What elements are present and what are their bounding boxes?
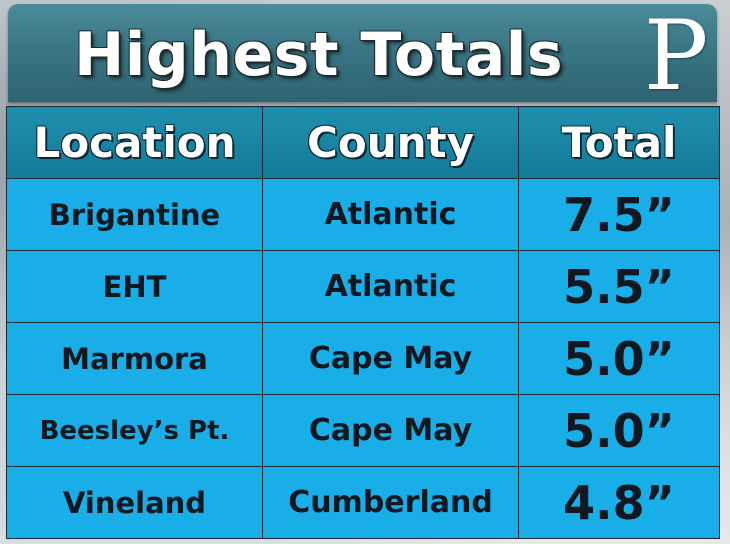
total-cell: 7.5” [518, 178, 720, 251]
column-header-location: Location [6, 106, 263, 179]
county-cell: Atlantic [262, 250, 519, 323]
county-cell: Cumberland [262, 466, 519, 539]
header-row: Location County Total [6, 106, 720, 179]
county-cell: Atlantic [262, 178, 519, 251]
location-cell: Marmora [6, 322, 263, 395]
table-row: Brigantine Atlantic 7.5” [6, 178, 720, 251]
location-cell: Vineland [6, 466, 263, 539]
column-header-total: Total [518, 106, 720, 179]
total-cell: 5.5” [518, 250, 720, 323]
county-cell: Cape May [262, 394, 519, 467]
table-row: Vineland Cumberland 4.8” [6, 466, 720, 539]
county-cell: Cape May [262, 322, 519, 395]
location-cell: Brigantine [6, 178, 263, 251]
totals-table: Location County Total Brigantine Atlanti… [6, 106, 720, 539]
total-cell: 4.8” [518, 466, 720, 539]
location-cell: EHT [6, 250, 263, 323]
location-cell: Beesley’s Pt. [6, 394, 263, 467]
table-row: EHT Atlantic 5.5” [6, 250, 720, 323]
total-cell: 5.0” [518, 394, 720, 467]
page-title: Highest Totals [74, 20, 564, 90]
total-cell: 5.0” [518, 322, 720, 395]
table-row: Marmora Cape May 5.0” [6, 322, 720, 395]
column-header-county: County [262, 106, 519, 179]
title-banner: Highest Totals P [8, 4, 717, 106]
table-row: Beesley’s Pt. Cape May 5.0” [6, 394, 720, 467]
station-logo: P [643, 0, 709, 112]
